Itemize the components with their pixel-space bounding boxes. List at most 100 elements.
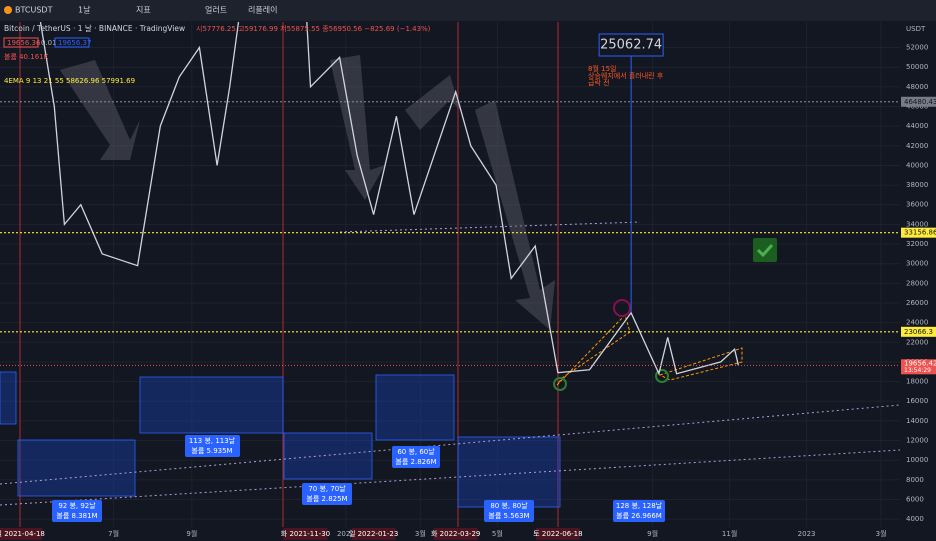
marker: [613, 299, 631, 317]
y-tick-label: 42000: [906, 142, 928, 150]
y-tick-label: 52000: [906, 44, 928, 52]
y-tick-label: 36000: [906, 201, 928, 209]
indicators[interactable]: 지표: [136, 6, 151, 15]
callout-value: 25062.74: [600, 38, 662, 53]
y-tick-label: 40000: [906, 161, 928, 169]
ema: 4EMA 9 13 21 55 58626.96 57991.69: [4, 77, 135, 85]
bid-box: [3, 37, 39, 48]
x-tick-label: 9월: [186, 529, 197, 538]
spread: 0.01: [41, 39, 57, 47]
alert[interactable]: 얼러트: [205, 5, 227, 15]
box-label: [613, 500, 665, 522]
date-marker: [351, 528, 396, 540]
toolbar: [0, 0, 936, 21]
date-marker: [0, 528, 43, 540]
box-label-text: 113 봉, 113날: [189, 436, 236, 445]
x-tick-label: 7월: [108, 529, 119, 538]
x-tick-label: 2022: [337, 530, 355, 538]
legend-title: Bitcoin / TetherUS · 1 날 · BINANCE · Tra…: [4, 23, 185, 33]
y-tick-label: 28000: [906, 279, 928, 287]
unit: USDT: [906, 25, 926, 33]
x-tick-label: 3월: [415, 529, 426, 538]
box-label-text: 92 봉, 92날: [58, 501, 96, 510]
date-marker-label: 토 2022-06-18: [533, 530, 582, 538]
box-label-text: 80 봉, 80날: [490, 501, 528, 510]
arrow: [475, 100, 555, 330]
box-label: [392, 446, 440, 468]
bid: 19656.36: [7, 39, 41, 47]
marker: [655, 369, 669, 383]
y-tick-label: 34000: [906, 220, 928, 228]
vp-box: [17, 439, 136, 497]
check-mark: [756, 243, 774, 258]
level-tag: [901, 326, 936, 337]
y-tick-label: 30000: [906, 260, 928, 268]
vp-box: [457, 436, 561, 508]
arrow: [60, 60, 140, 160]
callout-note: 8월 15일: [588, 64, 616, 73]
symbol[interactable]: BTCUSDT: [15, 6, 53, 15]
box-label-text: 70 봉, 70날: [308, 484, 346, 493]
level-label: 33156.86: [904, 229, 936, 237]
last-label: 19656.42: [904, 359, 936, 367]
interval[interactable]: 1날: [78, 5, 91, 15]
y-tick-label: 22000: [906, 338, 928, 346]
callout-box: [598, 33, 664, 57]
box-label: [52, 500, 102, 522]
y-tick-label: 44000: [906, 122, 928, 130]
y-tick-label: 16000: [906, 397, 928, 405]
arrow: [330, 55, 385, 200]
box-label-text: 볼륨 5.563M: [488, 511, 529, 520]
countdown: 13:54:29: [904, 367, 931, 374]
date-marker-label: 화 2022-03-29: [431, 530, 480, 538]
level-tag: [901, 96, 936, 107]
wedge: [658, 347, 743, 381]
symbol-icon: [4, 6, 12, 14]
y-tick-label: 8000: [906, 476, 924, 484]
x-tick-label: 3월: [876, 529, 887, 538]
callout-note: 급락 전: [588, 78, 610, 87]
x-tick-label: 2023: [798, 530, 816, 538]
box-label-text: 60 봉, 60날: [397, 447, 435, 456]
vp-box: [283, 432, 373, 480]
y-tick-label: 50000: [906, 63, 928, 71]
x-tick-label: 11월: [722, 529, 737, 538]
vp-box: [375, 374, 455, 441]
ohlc: 시57776.25 고59176.99 저55875.55 종56950.56 …: [196, 24, 431, 33]
price-axis: [900, 22, 936, 541]
box-label-text: 볼륨 5.935M: [191, 446, 232, 455]
date-marker: [535, 528, 580, 540]
last-tag: [901, 359, 936, 375]
x-tick-label: 5월: [492, 529, 503, 538]
ask-box: [54, 37, 90, 48]
price-line: [39, 22, 740, 376]
replay[interactable]: 리플레이: [248, 5, 277, 15]
box-label-text: 볼륨 2.825M: [306, 494, 347, 503]
vp-box: [139, 376, 284, 434]
date-marker-label: 화 2021-11-30: [281, 530, 330, 538]
y-tick-label: 24000: [906, 319, 928, 327]
callout-note: 상승웨지에서 흘러내린 후: [588, 71, 664, 80]
y-tick-label: 6000: [906, 495, 924, 503]
date-marker: [433, 528, 478, 540]
y-tick-label: 26000: [906, 299, 928, 307]
ask: 19656.37: [58, 39, 91, 47]
level-label: 23066.3: [904, 328, 933, 336]
y-tick-label: 4000: [906, 515, 924, 523]
check: [753, 238, 777, 262]
date-marker-label: 일 2022-01-23: [349, 529, 398, 538]
level-label: 46480.43: [904, 98, 936, 106]
vp-box: [0, 371, 17, 425]
marker: [553, 377, 567, 391]
box-label: [484, 500, 534, 522]
y-tick-label: 14000: [906, 417, 928, 425]
arrow: [405, 75, 460, 130]
box-label-text: 볼륨 26.966M: [616, 511, 662, 520]
y-tick-label: 32000: [906, 240, 928, 248]
y-tick-label: 48000: [906, 83, 928, 91]
y-tick-label: 10000: [906, 456, 928, 464]
trendline: [0, 404, 900, 485]
y-tick-label: 18000: [906, 378, 928, 386]
